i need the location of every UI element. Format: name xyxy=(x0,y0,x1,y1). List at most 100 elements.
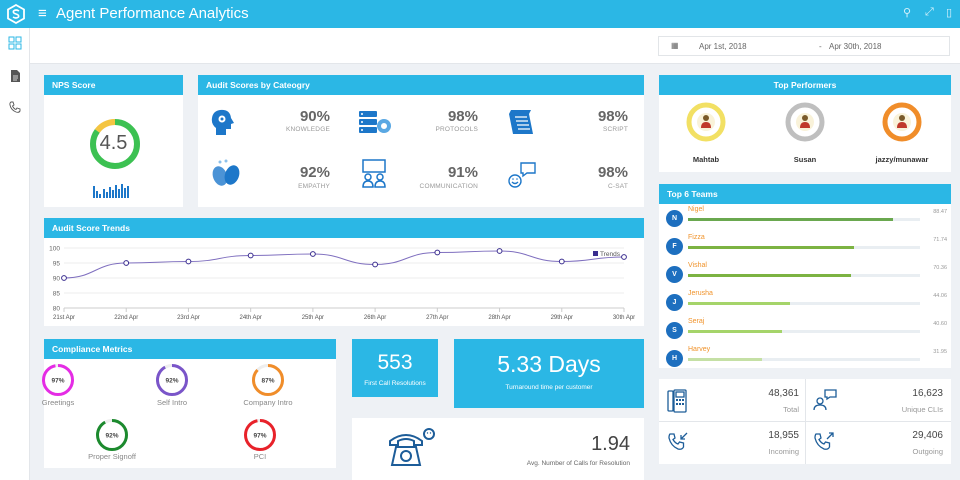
hamburger-icon[interactable]: ≡ xyxy=(38,5,47,22)
team-name[interactable]: Nigel xyxy=(688,206,704,213)
team-name[interactable]: Seraj xyxy=(688,318,705,325)
data-point[interactable] xyxy=(123,260,130,266)
compliance-value: 92% xyxy=(105,433,118,440)
dashboard-grid-icon[interactable] xyxy=(8,36,22,50)
compliance-label: Self Intro xyxy=(156,398,187,407)
legend-swatch xyxy=(593,251,598,256)
phone-icon[interactable] xyxy=(8,100,22,114)
compliance-label: PCI xyxy=(253,452,267,461)
audit-knowledge-label: KNOWLEDGE xyxy=(285,126,330,133)
performer-avatar[interactable] xyxy=(785,102,825,142)
team-row[interactable]: S Seraj 40.60 xyxy=(665,318,947,344)
data-point[interactable] xyxy=(61,275,67,281)
nps-value: 4.5 xyxy=(99,132,128,154)
team-row[interactable]: J Jerusha 44.06 xyxy=(665,290,947,316)
trends-title: Audit Score Trends xyxy=(44,218,644,238)
outgoing-call-icon xyxy=(814,432,834,450)
y-tick-label: 100 xyxy=(49,246,60,253)
team-row[interactable]: H Harvey 31.95 xyxy=(665,346,947,372)
date-to: Apr 30th, 2018 xyxy=(829,42,882,51)
team-name[interactable]: Vishal xyxy=(688,262,707,269)
audit-title: Audit Scores by Cateogry xyxy=(198,75,644,95)
performer-name[interactable]: Mahtab xyxy=(692,155,720,164)
y-tick-label: 90 xyxy=(53,276,61,283)
team-progress-track xyxy=(688,330,920,333)
panel-toggle-icon[interactable]: ▯ xyxy=(946,7,953,19)
team-progress-track xyxy=(688,302,920,305)
team-progress-track xyxy=(688,246,920,249)
user-chat-icon xyxy=(813,389,837,411)
team-avatar: F xyxy=(666,238,683,255)
team-progress-bar xyxy=(688,218,894,221)
data-point[interactable] xyxy=(309,251,316,257)
performer-name[interactable]: Susan xyxy=(793,155,817,164)
data-point[interactable] xyxy=(434,249,441,256)
fullscreen-icon[interactable]: ⤢ xyxy=(925,6,934,18)
fcr-tile: 553 First Call Resolutions xyxy=(352,339,438,397)
compliance-ring: 92% xyxy=(156,364,188,396)
audit-card: Audit Scores by Cateogry 90% KNOWLEDGE 9… xyxy=(198,75,644,207)
server-settings-icon xyxy=(359,111,391,133)
top-performers-title: Top Performers xyxy=(659,75,951,95)
series-line-trends xyxy=(63,250,625,279)
x-tick-label: 25th Apr xyxy=(302,315,324,321)
sidebar xyxy=(0,28,30,480)
compliance-title: Compliance Metrics xyxy=(44,339,336,359)
nps-card: NPS Score 4.5 xyxy=(44,75,183,207)
team-score: 70.36 xyxy=(933,265,947,271)
calls-label: Avg. Number of Calls for Resolution xyxy=(526,460,630,467)
compliance-label: Proper Signoff xyxy=(88,452,136,461)
team-row[interactable]: V Vishal 70.36 xyxy=(665,262,947,288)
app-title: Agent Performance Analytics xyxy=(56,5,249,22)
compliance-label: Company Intro xyxy=(243,398,293,407)
x-tick-label: 28th Apr xyxy=(488,315,510,321)
audit-communication-label: COMMUNICATION xyxy=(419,183,478,190)
audit-protocols-value: 98% xyxy=(447,108,478,125)
nps-title: NPS Score xyxy=(44,75,183,95)
app-logo-icon[interactable] xyxy=(6,4,26,24)
stat-outgoing-value: 29,406 xyxy=(912,430,943,441)
team-progress-track xyxy=(688,358,920,361)
compliance-ring: 97% xyxy=(244,419,276,451)
data-point[interactable] xyxy=(621,254,627,260)
data-point[interactable] xyxy=(247,252,254,259)
team-avatar: V xyxy=(666,266,683,283)
tat-label: Turnaround time per customer xyxy=(505,384,593,391)
team-name[interactable]: Fizza xyxy=(688,234,705,241)
audit-communication-value: 91% xyxy=(447,164,478,181)
date-separator: - xyxy=(819,42,822,51)
performer-avatar[interactable] xyxy=(686,102,726,142)
team-name[interactable]: Jerusha xyxy=(688,290,713,297)
data-point[interactable] xyxy=(185,258,192,265)
team-row[interactable]: N Nigel 88.47 xyxy=(665,206,947,232)
date-range-picker[interactable]: ▦ Apr 1st, 2018 - Apr 30th, 2018 xyxy=(658,36,950,56)
fcr-label: First Call Resolutions xyxy=(364,380,426,387)
data-point[interactable] xyxy=(496,248,503,254)
data-point[interactable] xyxy=(372,261,379,268)
trends-card: Audit Score Trends 80 85 90 95 100 21st Apr 22… xyxy=(44,218,644,326)
incoming-call-icon xyxy=(668,432,688,450)
stat-incoming-label: Incoming xyxy=(768,447,799,456)
trend-line-chart: 80 85 90 95 100 21st Apr 22nd Apr 23rd Apr 24th … xyxy=(49,246,635,322)
calls-value: 1.94 xyxy=(591,433,630,455)
search-icon[interactable]: ⚲ xyxy=(903,7,912,19)
team-score: 71.74 xyxy=(933,237,947,243)
telephone-icon xyxy=(389,428,435,466)
team-name[interactable]: Harvey xyxy=(688,346,711,353)
compliance-label: Greetings xyxy=(41,398,75,407)
fcr-value: 553 xyxy=(377,351,413,374)
audit-csat-label: C-SAT xyxy=(607,183,628,190)
tat-value: 5.33 Days xyxy=(497,351,601,377)
data-point[interactable] xyxy=(558,258,565,265)
meeting-icon xyxy=(362,159,386,188)
team-row[interactable]: F Fizza 71.74 xyxy=(665,234,947,260)
performer-name[interactable]: jazzy/munawar xyxy=(875,155,929,164)
performer-avatar[interactable] xyxy=(882,102,922,142)
team-avatar: N xyxy=(666,210,683,227)
team-progress-bar xyxy=(688,274,852,277)
document-icon[interactable] xyxy=(8,69,22,83)
scroll-icon xyxy=(509,110,533,134)
calendar-icon: ▦ xyxy=(671,41,679,50)
stat-unique-label: Unique CLIs xyxy=(901,405,943,414)
compliance-ring: 92% xyxy=(96,419,128,451)
